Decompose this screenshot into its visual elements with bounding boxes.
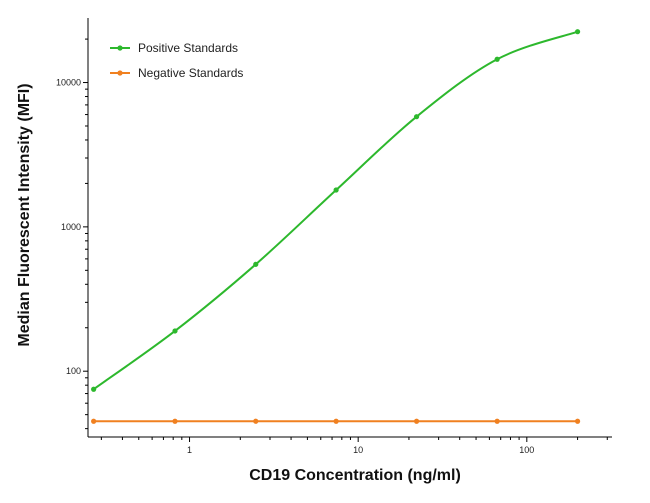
data-point: [494, 56, 500, 62]
legend-swatch-marker: [117, 45, 123, 51]
data-point: [333, 418, 339, 424]
y-tick-label: 1000: [61, 222, 81, 232]
legend-label: Negative Standards: [138, 66, 243, 80]
data-point: [413, 114, 420, 120]
data-point: [91, 418, 97, 424]
data-point: [91, 386, 97, 392]
y-tick-label: 100: [66, 366, 81, 376]
data-point: [253, 261, 259, 267]
x-tick-label: 100: [519, 445, 534, 455]
series-1: [91, 29, 581, 392]
data-point: [574, 418, 581, 424]
legend: Positive Standards Negative Standards: [110, 41, 243, 80]
data-point: [574, 29, 581, 35]
legend-label: Positive Standards: [138, 41, 238, 55]
x-tick-label: 10: [353, 445, 363, 455]
y-tick-label: 10000: [56, 78, 81, 88]
x-tick-label: 1: [187, 445, 192, 455]
data-point: [253, 418, 259, 424]
series-2: [91, 418, 581, 424]
series-line: [93, 30, 578, 391]
data-point: [413, 418, 420, 424]
data-point: [172, 328, 178, 334]
data-point: [172, 418, 178, 424]
data-point: [333, 187, 339, 193]
y-axis-title: Median Fluorescent Intensity (MFI): [16, 83, 33, 346]
data-point: [494, 418, 500, 424]
x-axis-title: CD19 Concentration (ng/ml): [249, 467, 461, 484]
series-layer: [91, 29, 581, 424]
axes: 1 10 100 100 1000 10000: [56, 18, 612, 455]
legend-swatch-marker: [117, 70, 123, 76]
